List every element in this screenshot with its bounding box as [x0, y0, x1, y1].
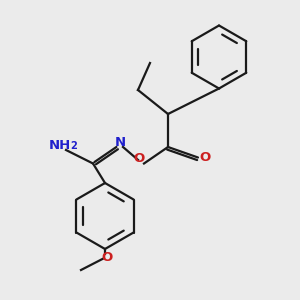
Text: O: O [134, 152, 145, 166]
Text: 2: 2 [70, 140, 77, 151]
Text: O: O [101, 250, 112, 264]
Text: N: N [114, 136, 126, 149]
Text: O: O [199, 151, 210, 164]
Text: NH: NH [49, 139, 71, 152]
